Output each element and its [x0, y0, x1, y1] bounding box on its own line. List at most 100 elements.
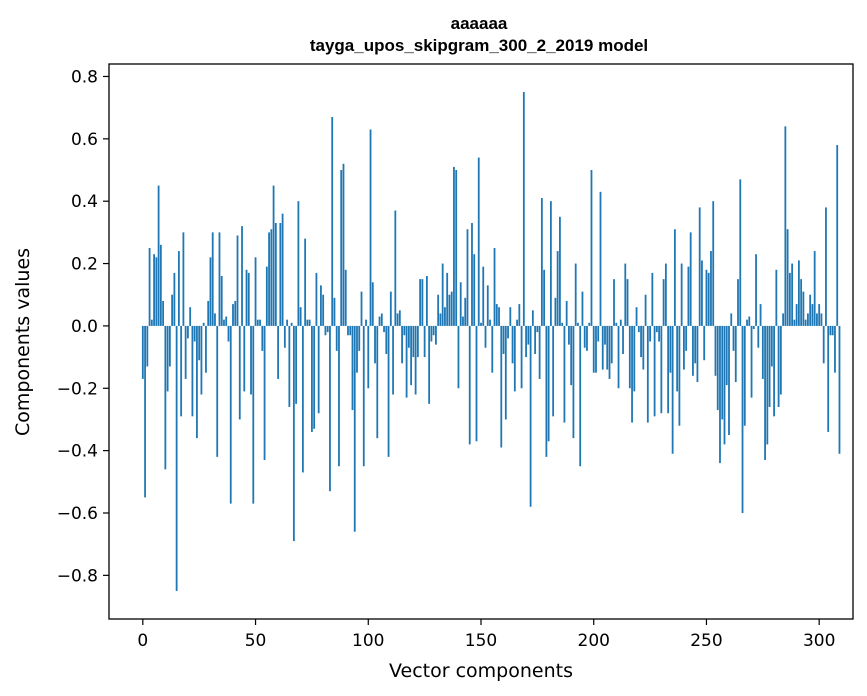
bar — [464, 297, 467, 326]
bar — [166, 325, 169, 392]
bar — [486, 285, 489, 326]
bar — [829, 325, 832, 336]
bar — [761, 325, 764, 379]
bar — [270, 229, 273, 326]
bar — [419, 279, 422, 326]
bar — [304, 238, 307, 326]
bar — [619, 319, 622, 326]
bar — [606, 325, 609, 370]
bar — [362, 325, 365, 467]
bar — [250, 325, 252, 395]
bar — [245, 269, 248, 326]
bar — [394, 210, 397, 326]
bar — [813, 251, 816, 326]
bar — [159, 244, 162, 326]
bar — [277, 325, 279, 379]
bar — [534, 325, 537, 354]
bar — [678, 325, 681, 426]
bar — [563, 325, 566, 423]
bar — [511, 325, 514, 364]
bar — [144, 325, 146, 498]
bar — [446, 272, 449, 326]
bar — [374, 325, 376, 364]
bar — [484, 325, 487, 348]
bar — [570, 325, 573, 386]
bar — [274, 223, 277, 326]
bar — [676, 325, 679, 392]
bar — [338, 325, 340, 467]
bar — [344, 269, 347, 326]
bar — [777, 325, 780, 407]
chart-title: aaaaaa — [451, 14, 508, 33]
bar — [822, 325, 825, 364]
bar — [807, 313, 809, 326]
bar — [153, 254, 155, 326]
bar — [401, 325, 403, 364]
bar — [177, 251, 180, 326]
bar — [628, 325, 631, 389]
y-tick-label: −0.2 — [57, 379, 98, 399]
bar — [425, 276, 428, 326]
bar — [457, 325, 460, 389]
bar — [392, 325, 394, 395]
bar — [358, 325, 361, 351]
bar — [716, 325, 719, 411]
bar — [608, 325, 611, 379]
bar — [827, 325, 830, 432]
bar — [283, 325, 286, 348]
bar — [797, 260, 800, 326]
bar — [439, 313, 442, 326]
bar — [626, 279, 629, 326]
bar — [597, 325, 600, 342]
bar — [462, 316, 464, 326]
bar — [662, 279, 665, 326]
bar — [435, 325, 437, 345]
bar — [574, 263, 577, 326]
bar — [227, 325, 230, 342]
bar — [243, 325, 246, 392]
bar — [624, 263, 627, 326]
bar — [588, 322, 591, 326]
x-tick-label: 300 — [803, 631, 835, 651]
bar — [389, 291, 392, 326]
bar — [516, 319, 518, 326]
bar — [398, 310, 401, 326]
bar — [288, 325, 291, 407]
bar — [234, 300, 237, 326]
bar — [732, 325, 735, 351]
bar — [473, 254, 476, 326]
bar — [831, 325, 834, 336]
x-tick-label: 150 — [465, 631, 497, 651]
bar — [800, 279, 803, 326]
bar — [329, 325, 331, 492]
bar — [586, 325, 588, 351]
bar — [254, 257, 257, 326]
bar — [223, 319, 225, 326]
bar — [768, 325, 771, 407]
bar — [202, 322, 205, 326]
bar — [340, 170, 343, 326]
bar — [184, 325, 187, 379]
bar — [581, 291, 584, 326]
bar — [640, 325, 642, 358]
bar — [353, 325, 356, 532]
bar — [241, 226, 243, 326]
bar — [482, 266, 485, 326]
bar — [322, 294, 325, 326]
bar — [193, 325, 196, 342]
bar — [644, 294, 647, 326]
x-axis-ticks: 0 50 100 150 200 250 300 — [137, 619, 835, 651]
bar — [728, 325, 730, 436]
bar — [770, 325, 773, 367]
bar — [441, 263, 444, 326]
bar — [489, 319, 491, 326]
bar — [604, 325, 606, 345]
y-tick-label: −0.6 — [57, 504, 98, 524]
bar — [599, 191, 602, 326]
bar — [719, 325, 721, 464]
bar — [495, 304, 498, 326]
bar — [453, 166, 455, 326]
bar — [430, 325, 433, 342]
bar — [565, 300, 568, 326]
bar — [387, 325, 390, 457]
